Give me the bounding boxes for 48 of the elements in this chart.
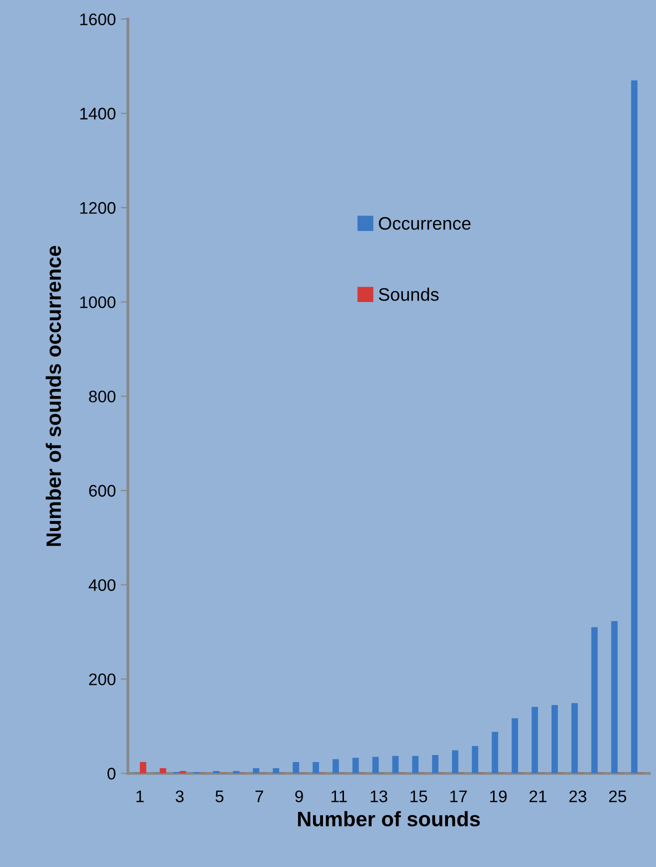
x-tick-label: 9 [295, 790, 303, 802]
y-tick-label: 400 [88, 579, 116, 591]
bar [392, 756, 399, 774]
y-tick-label: 1600 [80, 13, 116, 26]
y-tick-label: 0 [107, 768, 116, 780]
bar [532, 706, 538, 774]
bar [571, 703, 578, 774]
legend-label: Sounds [378, 288, 439, 301]
x-tick-label: 1 [136, 790, 144, 802]
y-tick-label: 600 [89, 484, 116, 497]
y-tick-label: 800 [89, 390, 116, 402]
x-tick-label: 5 [216, 790, 224, 802]
bar [611, 621, 618, 774]
bar [372, 756, 379, 774]
bar [432, 754, 438, 774]
x-tick-label: 17 [450, 790, 467, 802]
x-tick-label: 23 [569, 790, 586, 802]
x-tick-label: 11 [332, 790, 347, 802]
y-tick-label: 200 [89, 673, 116, 686]
y-axis-title: Number of sounds occurrence [46, 246, 62, 546]
x-tick-label: 15 [410, 790, 428, 802]
x-tick-label: 25 [609, 790, 626, 802]
bar [332, 759, 339, 774]
bar [631, 80, 638, 774]
bar [492, 732, 498, 774]
bar [292, 762, 300, 774]
bar [352, 758, 359, 774]
bar [472, 746, 478, 774]
x-tick-label: 21 [530, 790, 546, 802]
bar [512, 718, 518, 774]
bar [272, 768, 280, 774]
y-tick-label: 1400 [80, 108, 116, 120]
x-tick-label: 13 [370, 790, 388, 802]
x-tick-label: 3 [176, 790, 184, 802]
bar [160, 768, 166, 774]
bar [312, 762, 320, 774]
bar [140, 762, 146, 774]
bar [591, 627, 598, 774]
bar [252, 768, 260, 774]
bar [552, 705, 558, 774]
x-tick-label: 19 [490, 790, 507, 802]
x-axis-title: Number of sounds [298, 811, 480, 826]
y-tick-label: 1000 [80, 296, 116, 308]
y-tick-label: 1200 [80, 202, 116, 214]
bar [452, 750, 458, 774]
bar [412, 756, 419, 774]
legend-label: Occurrence [378, 217, 471, 230]
x-tick-label: 7 [256, 790, 264, 802]
